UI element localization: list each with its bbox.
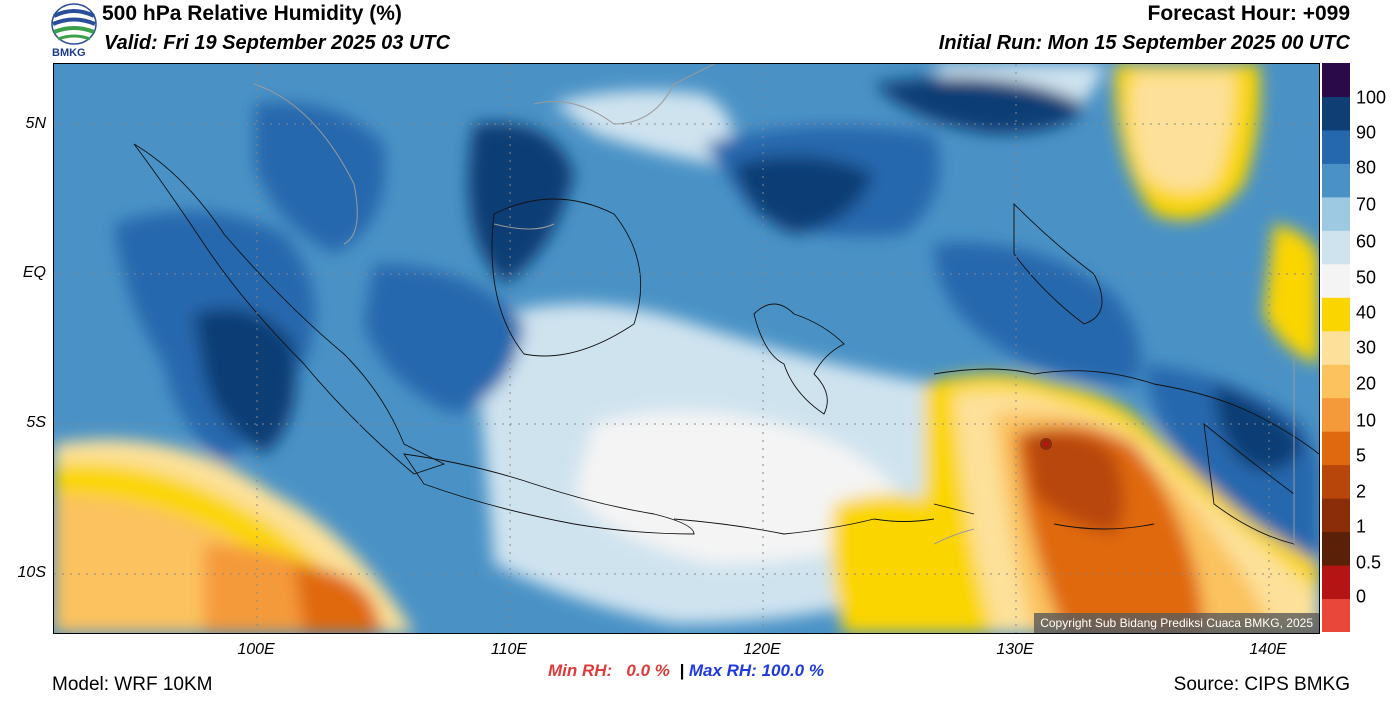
colorbar-label: 70 bbox=[1356, 194, 1377, 215]
coastlines bbox=[133, 143, 1319, 545]
colorbar-swatch bbox=[1322, 63, 1350, 97]
grid-lines bbox=[54, 64, 1319, 633]
colorbar-label: 40 bbox=[1356, 302, 1377, 323]
copyright-note: Copyright Sub Bidang Prediksi Cuaca BMKG… bbox=[1034, 613, 1319, 633]
borders bbox=[253, 64, 1295, 545]
colorbar-label: 50 bbox=[1356, 267, 1377, 288]
lat-label: 10S bbox=[17, 564, 46, 581]
lat-label: EQ bbox=[22, 264, 46, 281]
valid-time: Valid: Fri 19 September 2025 03 UTC bbox=[104, 32, 451, 54]
max-rh-label: Max RH: bbox=[688, 661, 757, 680]
colorbar-swatch bbox=[1322, 230, 1350, 265]
lon-label: 130E bbox=[996, 641, 1034, 658]
colorbar-swatch bbox=[1322, 297, 1350, 332]
colorbar-label: 0.5 bbox=[1356, 552, 1382, 573]
colorbar-label: 20 bbox=[1356, 373, 1377, 394]
colorbar bbox=[1322, 63, 1350, 633]
lon-label: 140E bbox=[1249, 641, 1287, 658]
colorbar-swatch bbox=[1322, 196, 1350, 231]
lon-label: 110E bbox=[490, 641, 528, 658]
colorbar-swatches bbox=[1322, 63, 1350, 633]
colorbar-label: 2 bbox=[1356, 481, 1367, 502]
lat-label: 5N bbox=[25, 115, 46, 132]
lon-label: 120E bbox=[743, 641, 781, 658]
colorbar-label: 0 bbox=[1356, 586, 1367, 607]
colorbar-label: 1 bbox=[1356, 516, 1367, 537]
colorbar-swatch bbox=[1322, 431, 1350, 466]
colorbar-label: 90 bbox=[1356, 122, 1377, 143]
colorbar-swatch bbox=[1322, 464, 1350, 499]
colorbar-swatch bbox=[1322, 565, 1350, 600]
colorbar-swatch bbox=[1322, 364, 1350, 399]
colorbar-swatch bbox=[1322, 163, 1350, 198]
colorbar-label: 10 bbox=[1356, 410, 1377, 431]
max-rh-value: 100.0 % bbox=[761, 661, 824, 680]
humidity-map: Copyright Sub Bidang Prediksi Cuaca BMKG… bbox=[53, 63, 1320, 634]
lon-label: 100E bbox=[237, 641, 275, 658]
rh-stats: Min RH: 0.0 % | Max RH: 100.0 % bbox=[548, 661, 824, 681]
colorbar-swatch bbox=[1322, 598, 1350, 633]
min-rh-value: 0.0 % bbox=[626, 661, 670, 680]
colorbar-swatch bbox=[1322, 531, 1350, 566]
colorbar-label: 30 bbox=[1356, 337, 1377, 358]
colorbar-label: 5 bbox=[1356, 445, 1367, 466]
colorbar-swatch bbox=[1322, 96, 1350, 131]
colorbar-swatch bbox=[1322, 397, 1350, 432]
humidity-field bbox=[54, 64, 1319, 633]
colorbar-swatch bbox=[1322, 330, 1350, 365]
forecast-hour: Forecast Hour: +099 bbox=[1147, 2, 1351, 25]
source-info: Source: CIPS BMKG bbox=[1173, 674, 1350, 695]
colorbar-swatch bbox=[1322, 498, 1350, 533]
map-canvas bbox=[54, 64, 1319, 633]
colorbar-label: 100 bbox=[1356, 87, 1387, 108]
stats-separator: | bbox=[679, 661, 685, 680]
initial-run: Initial Run: Mon 15 September 2025 00 UT… bbox=[938, 32, 1350, 54]
brand-text: BMKG bbox=[52, 47, 86, 59]
colorbar-label: 80 bbox=[1356, 157, 1377, 178]
colorbar-swatch bbox=[1322, 263, 1350, 298]
colorbar-swatch bbox=[1322, 129, 1350, 164]
page-title: 500 hPa Relative Humidity (%) bbox=[102, 2, 402, 25]
min-rh-label: Min RH: bbox=[548, 661, 613, 680]
bmkg-logo bbox=[50, 2, 100, 60]
model-info: Model: WRF 10KM bbox=[52, 674, 213, 695]
lat-label: 5S bbox=[26, 414, 46, 431]
colorbar-label: 60 bbox=[1356, 231, 1377, 252]
